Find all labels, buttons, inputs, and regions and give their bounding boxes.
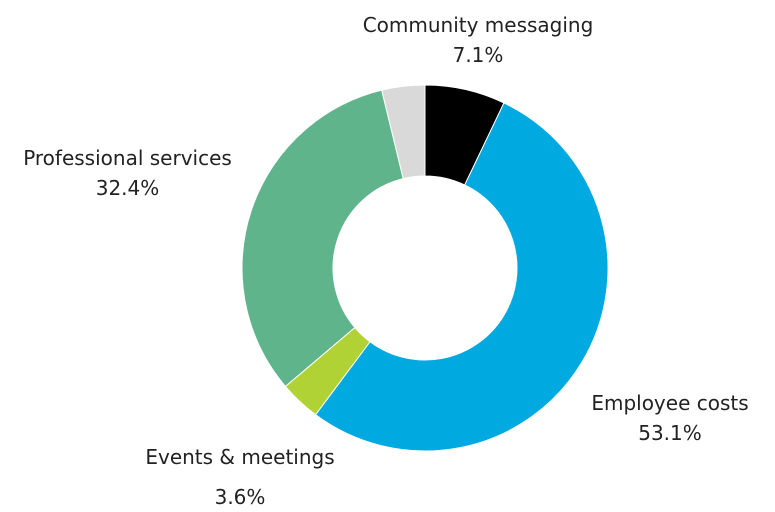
slice-label: Events & meetings: [145, 445, 335, 469]
slice-value: 53.1%: [638, 421, 702, 445]
slice-label: Employee costs: [591, 391, 749, 415]
slice-value: 32.4%: [95, 176, 160, 200]
slice-label: Community messaging: [362, 13, 594, 37]
label-community-messaging: Community messaging 7.1%: [348, 10, 608, 70]
slice-value: 3.6%: [214, 485, 266, 509]
slice-value: 7.1%: [452, 43, 504, 67]
label-professional-services: Professional services 32.4%: [0, 143, 255, 203]
label-events-meetings: Events & meetings 3.6%: [120, 442, 360, 512]
slice-professional-services: [241, 89, 404, 388]
slice-unlabeled: [381, 84, 426, 180]
slice-employee-costs: [314, 102, 609, 452]
label-employee-costs: Employee costs 53.1%: [580, 388, 760, 448]
slice-label: Professional services: [23, 146, 232, 170]
